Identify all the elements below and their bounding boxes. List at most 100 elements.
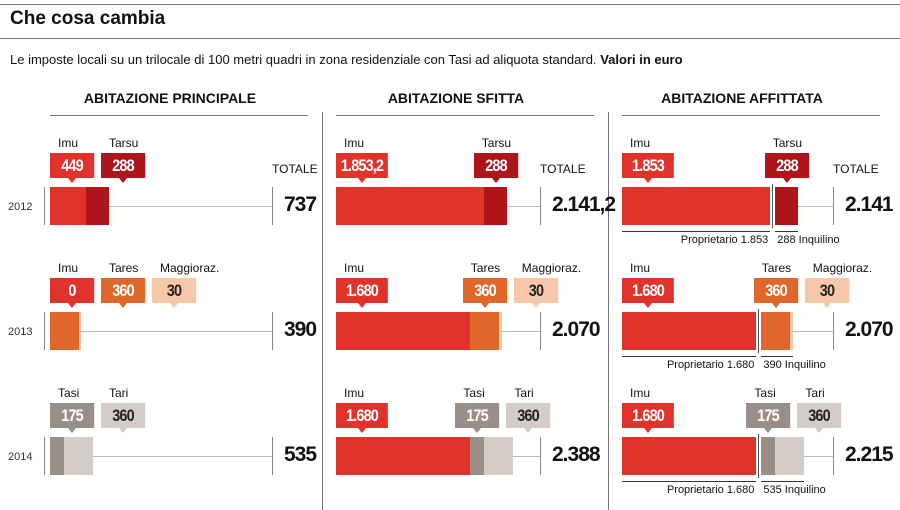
bar-segment-imu <box>622 437 757 475</box>
value-box-pointer <box>480 303 489 308</box>
bar-segment-tares <box>470 312 500 350</box>
year-label: 2012 <box>8 201 33 213</box>
total-leader-line <box>792 331 833 332</box>
owner-arrow <box>622 481 757 482</box>
total-value: 535 <box>284 443 317 466</box>
value-box: 175 <box>746 403 791 428</box>
value-box-pointer <box>491 178 500 183</box>
bar-segment-tares <box>761 312 791 350</box>
panel-title-rule <box>336 115 594 116</box>
value-box-pointer <box>644 428 652 433</box>
bar-segment-tasi <box>470 437 485 475</box>
value-box-pointer <box>170 303 178 308</box>
value-box-pointer <box>644 178 652 183</box>
owner-label: Proprietario 1.680 <box>666 484 755 496</box>
bar-segment-tari <box>484 437 514 475</box>
panel-title: ABITAZIONE SFITTA <box>387 90 525 106</box>
total-bracket <box>827 437 834 475</box>
value-box-pointer <box>358 178 366 183</box>
item-name-label: Tares <box>470 261 501 275</box>
value-box: 360 <box>462 278 507 303</box>
value-box: 360 <box>101 403 145 428</box>
item-name-label: Imu <box>630 136 651 150</box>
value-box: 360 <box>506 403 551 428</box>
item-name-label: Tarsu <box>109 136 139 150</box>
item-name-label: Imu <box>630 261 651 275</box>
tenant-arrow <box>761 481 805 482</box>
subtitle-units: Valori in euro <box>600 52 683 67</box>
value-box: 288 <box>473 153 518 178</box>
value-box-pointer <box>119 428 127 433</box>
value-box: 360 <box>101 278 145 303</box>
total-leader-line <box>798 206 833 207</box>
value-box-pointer <box>358 428 366 433</box>
item-name-label: Tari <box>109 386 129 400</box>
bar-segment-tari <box>775 437 805 475</box>
bar-segment-tarsu <box>484 187 508 225</box>
year-label: 2013 <box>8 326 33 338</box>
value-box-pointer <box>815 428 824 433</box>
total-bracket <box>266 312 273 350</box>
total-header: TOTALE <box>833 162 879 176</box>
value-box: 360 <box>753 278 798 303</box>
tenant-label: 535 Inquilino <box>763 484 826 496</box>
bar-segment-imu <box>622 312 757 350</box>
value-box: 0 <box>50 278 94 303</box>
total-bracket <box>827 187 834 225</box>
subtitle-text: Le imposte locali su un trilocale di 100… <box>10 52 597 67</box>
tenant-label: 390 Inquilino <box>763 359 826 371</box>
total-value: 2.215 <box>845 443 894 466</box>
split-line <box>758 434 760 478</box>
panel-title: ABITAZIONE AFFITTATA <box>661 90 823 106</box>
year-bracket <box>38 187 45 225</box>
value-box: 175 <box>50 403 94 428</box>
bar-segment-imu <box>336 312 471 350</box>
value-box: 30 <box>804 278 849 303</box>
value-box-pointer <box>524 428 533 433</box>
total-leader-line <box>81 331 272 332</box>
value-box-pointer <box>68 428 76 433</box>
item-name-label: Tasi <box>58 386 80 400</box>
item-name-label: Maggioraz. <box>521 261 582 275</box>
value-box: 1.680 <box>336 403 388 428</box>
total-value: 2.141,2 <box>552 193 616 216</box>
value-box-pointer <box>68 303 76 308</box>
value-box: 30 <box>513 278 558 303</box>
bar-segment-imu <box>336 187 485 225</box>
total-value: 2.070 <box>845 318 894 341</box>
owner-label: Proprietario 1.853 <box>680 234 769 246</box>
year-bracket <box>38 437 45 475</box>
bar-segment-maggioraz <box>790 312 793 350</box>
value-box-pointer <box>358 303 366 308</box>
value-box-pointer <box>473 428 482 433</box>
subtitle: Le imposte locali su un trilocale di 100… <box>10 52 683 67</box>
bar-segment-imu <box>336 437 471 475</box>
value-box: 288 <box>101 153 145 178</box>
bar-segment-tasi <box>761 437 776 475</box>
total-leader-line <box>513 456 540 457</box>
value-box: 1.853 <box>622 153 674 178</box>
value-box: 175 <box>455 403 500 428</box>
item-name-label: Maggioraz. <box>812 261 873 275</box>
panel-title-rule <box>622 115 880 116</box>
item-name-label: Tares <box>109 261 139 275</box>
total-leader-line <box>108 206 272 207</box>
title-rule <box>0 38 900 39</box>
total-bracket <box>534 187 541 225</box>
item-name-label: Tari <box>514 386 534 400</box>
bar-segment-imu <box>50 187 86 225</box>
item-name-label: Imu <box>630 386 651 400</box>
value-box-pointer <box>119 303 127 308</box>
value-box: 288 <box>764 153 809 178</box>
total-value: 737 <box>284 193 317 216</box>
value-box: 449 <box>50 153 94 178</box>
panel-divider <box>322 112 323 510</box>
total-header: TOTALE <box>540 162 586 176</box>
total-value: 2.070 <box>552 318 601 341</box>
tenant-arrow <box>775 231 799 232</box>
total-bracket <box>266 437 273 475</box>
item-name-label: Tarsu <box>772 136 803 150</box>
total-bracket <box>266 187 273 225</box>
value-box: 360 <box>797 403 842 428</box>
total-bracket <box>534 312 541 350</box>
